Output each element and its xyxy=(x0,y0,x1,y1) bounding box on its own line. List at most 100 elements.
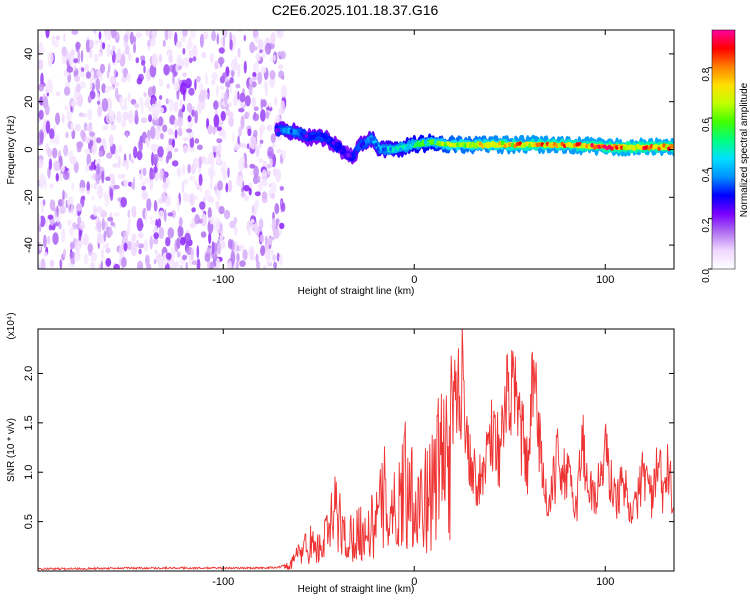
noise-blob xyxy=(79,81,86,89)
noise-blob xyxy=(182,191,188,203)
noise-blob xyxy=(70,106,73,113)
noise-blob xyxy=(70,156,77,165)
noise-blob xyxy=(268,249,274,255)
noise-blob xyxy=(165,194,171,207)
noise-blob xyxy=(199,89,206,104)
noise-blob xyxy=(136,77,143,85)
noise-blob xyxy=(174,118,178,128)
spectrogram-y-label: Frequency (Hz) xyxy=(6,116,17,185)
signal-core xyxy=(354,150,359,156)
noise-blob xyxy=(105,242,109,250)
signal-core xyxy=(414,142,418,148)
noise-blob xyxy=(45,215,48,229)
noise-blob xyxy=(64,192,68,199)
noise-blob xyxy=(97,232,103,245)
noise-blob xyxy=(237,63,241,78)
noise-blob xyxy=(103,143,107,152)
noise-blob xyxy=(162,124,168,133)
noise-blob xyxy=(82,233,89,246)
signal-core xyxy=(657,146,661,151)
noise-blob xyxy=(56,205,59,218)
signal-core xyxy=(374,142,378,148)
noise-blob xyxy=(217,180,224,191)
noise-blob xyxy=(270,133,276,144)
noise-blob xyxy=(88,39,94,50)
noise-blob xyxy=(167,150,173,160)
noise-blob xyxy=(97,185,104,199)
noise-blob xyxy=(253,222,259,234)
noise-blob xyxy=(212,125,216,135)
noise-blob xyxy=(237,30,243,33)
noise-blob xyxy=(176,54,182,68)
y-tick-label: 0 xyxy=(23,146,35,152)
noise-blob xyxy=(228,111,234,119)
noise-blob xyxy=(189,223,196,229)
noise-blob xyxy=(209,261,214,269)
noise-blob xyxy=(53,134,60,145)
noise-blob xyxy=(137,243,145,249)
noise-blob xyxy=(115,146,118,160)
x-tick-label: 100 xyxy=(596,576,614,588)
x-tick-label: 0 xyxy=(411,274,417,286)
noise-blob xyxy=(42,199,46,206)
noise-blob xyxy=(137,232,144,239)
noise-blob xyxy=(69,241,75,250)
noise-blob xyxy=(38,47,45,55)
noise-blob xyxy=(38,260,42,269)
noise-blob xyxy=(69,226,74,237)
noise-blob xyxy=(49,128,55,140)
noise-blob xyxy=(265,42,272,55)
noise-blob xyxy=(211,30,217,42)
noise-blob xyxy=(259,125,263,140)
colorbar: 0.0 0.2 0.4 0.6 0.8 Normalized spectral ampl… xyxy=(701,29,750,283)
noise-blob xyxy=(205,72,208,86)
noise-blob xyxy=(176,197,180,212)
noise-blob xyxy=(213,114,220,128)
signal-core xyxy=(304,133,309,138)
noise-blob xyxy=(146,198,152,212)
noise-blob xyxy=(90,254,94,262)
noise-blob xyxy=(229,220,236,229)
noise-blob xyxy=(274,97,278,106)
noise-blob xyxy=(209,168,214,181)
signal-core xyxy=(426,141,431,147)
noise-blob xyxy=(93,53,99,63)
noise-blob xyxy=(95,171,101,185)
noise-blob xyxy=(151,152,155,166)
noise-blob xyxy=(102,125,109,131)
noise-blob xyxy=(218,47,225,54)
noise-blob xyxy=(227,238,233,249)
noise-blob xyxy=(247,227,252,236)
noise-blob xyxy=(186,102,193,113)
noise-blob xyxy=(128,52,132,61)
noise-blob xyxy=(243,162,248,169)
noise-blob xyxy=(229,77,234,84)
noise-blob xyxy=(167,212,174,217)
noise-blob xyxy=(216,138,223,144)
noise-blob xyxy=(66,66,74,73)
noise-blob xyxy=(135,57,140,64)
noise-blob xyxy=(257,71,263,85)
noise-blob xyxy=(255,253,259,263)
noise-blob xyxy=(119,96,123,107)
noise-blob xyxy=(143,65,146,74)
noise-blob xyxy=(52,147,58,159)
noise-blob xyxy=(220,111,226,121)
noise-blob xyxy=(133,103,140,109)
noise-blob xyxy=(266,124,273,132)
noise-blob xyxy=(240,192,246,198)
noise-blob xyxy=(211,79,216,85)
noise-blob xyxy=(181,35,186,43)
snr-y-label: SNR (10 * v/v) xyxy=(6,418,17,482)
noise-blob xyxy=(250,135,257,150)
noise-blob xyxy=(76,142,82,153)
noise-blob xyxy=(75,41,81,50)
noise-blob xyxy=(43,176,47,190)
noise-blob xyxy=(98,150,104,157)
noise-blob xyxy=(209,53,214,64)
noise-blob xyxy=(135,32,143,39)
noise-blob xyxy=(163,64,170,76)
noise-blob xyxy=(153,258,157,265)
noise-blob xyxy=(197,101,203,115)
noise-blob xyxy=(49,183,54,189)
